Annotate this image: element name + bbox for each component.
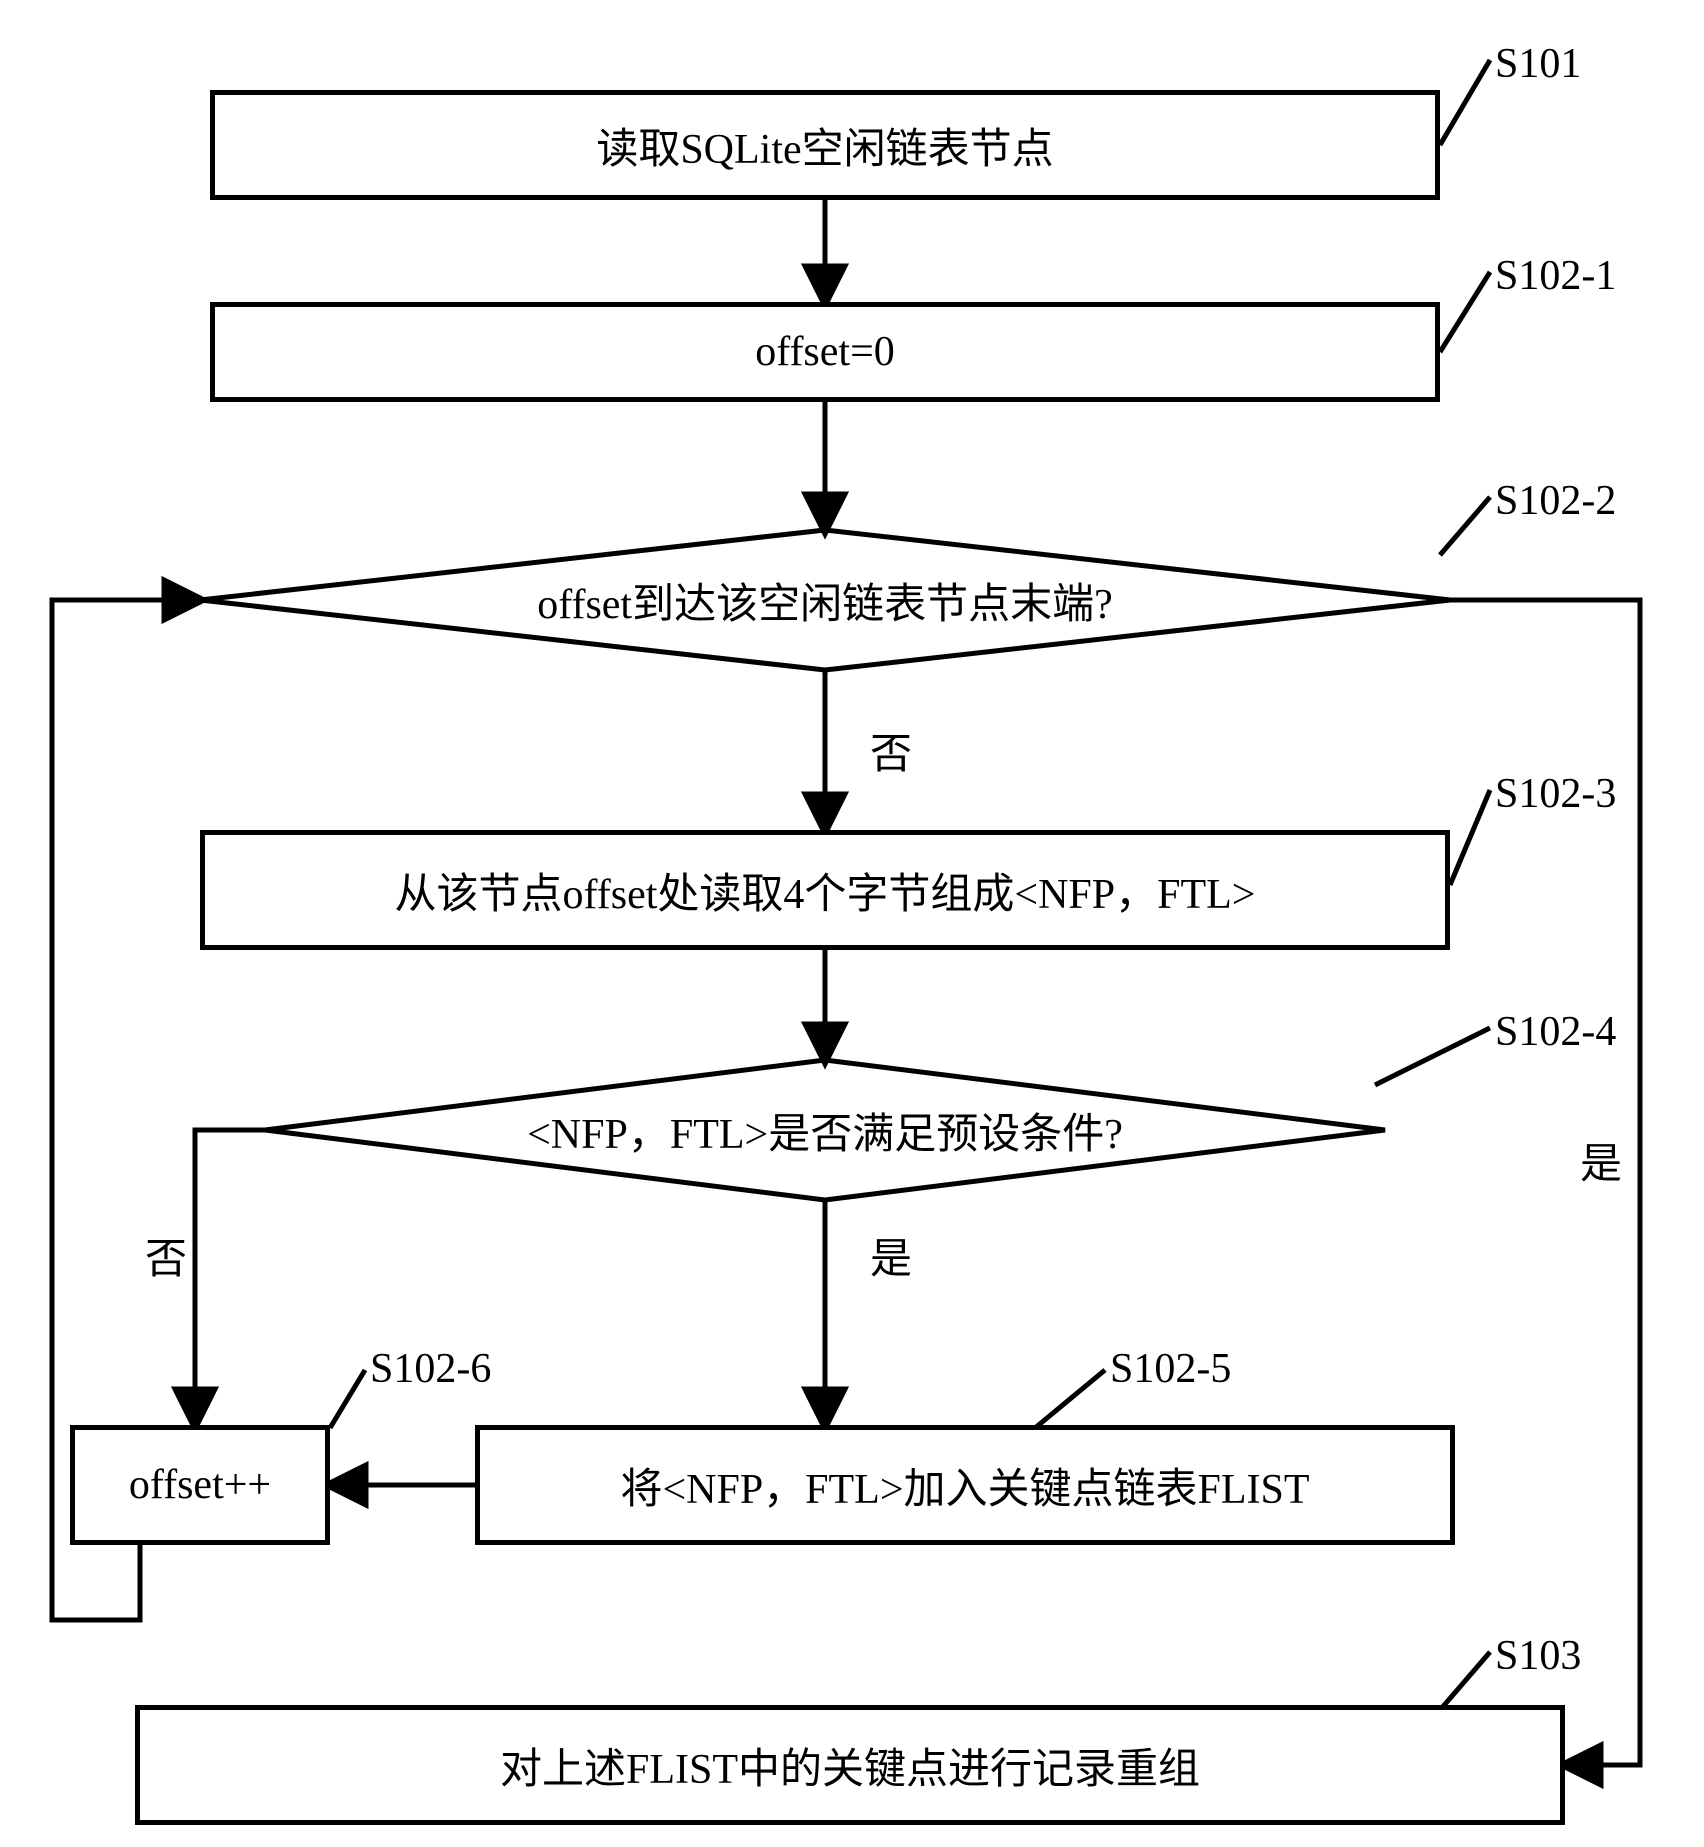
step-label-s102_2: S102-2 <box>1495 477 1616 525</box>
step-callout-line-s102_1 <box>1440 272 1490 352</box>
step-label-s102_4: S102-4 <box>1495 1008 1616 1056</box>
flow-node-s102_1: offset=0 <box>210 302 1440 402</box>
step-label-s102_3: S102-3 <box>1495 770 1616 818</box>
flow-edge-label-s102_2-s102_3: 否 <box>870 720 912 781</box>
step-callout-line-s103 <box>1440 1652 1490 1710</box>
flow-edge-label-s102_4-s102_6: 否 <box>145 1225 187 1286</box>
flow-node-s103: 对上述FLIST中的关键点进行记录重组 <box>135 1705 1565 1825</box>
step-callout-line-s102_5 <box>1035 1370 1105 1428</box>
flow-edge-label-s102_2-s103: 是 <box>1580 1130 1622 1191</box>
flow-node-s102_5: 将<NFP，FTL>加入关键点链表FLIST <box>475 1425 1455 1545</box>
step-callout-line-s102_4 <box>1375 1028 1490 1085</box>
step-callout-line-s102_6 <box>330 1370 365 1428</box>
step-callout-line-s101 <box>1440 60 1490 145</box>
step-label-s102_5: S102-5 <box>1110 1345 1231 1393</box>
flow-node-s102_3: 从该节点offset处读取4个字节组成<NFP，FTL> <box>200 830 1450 950</box>
flow-diamond-text-s102_2: offset到达该空闲链表节点末端? <box>200 530 1450 670</box>
step-label-s103: S103 <box>1495 1632 1581 1680</box>
step-callout-line-s102_3 <box>1450 790 1490 885</box>
flow-node-s102_6: offset++ <box>70 1425 330 1545</box>
flow-edge-s102_4-s102_6 <box>195 1130 265 1425</box>
step-label-s102_1: S102-1 <box>1495 252 1616 300</box>
step-label-s101: S101 <box>1495 40 1581 88</box>
flow-node-s101: 读取SQLite空闲链表节点 <box>210 90 1440 200</box>
flow-diamond-text-s102_4: <NFP，FTL>是否满足预设条件? <box>265 1060 1385 1200</box>
step-label-s102_6: S102-6 <box>370 1345 491 1393</box>
flow-edge-label-s102_4-s102_5: 是 <box>870 1225 912 1286</box>
